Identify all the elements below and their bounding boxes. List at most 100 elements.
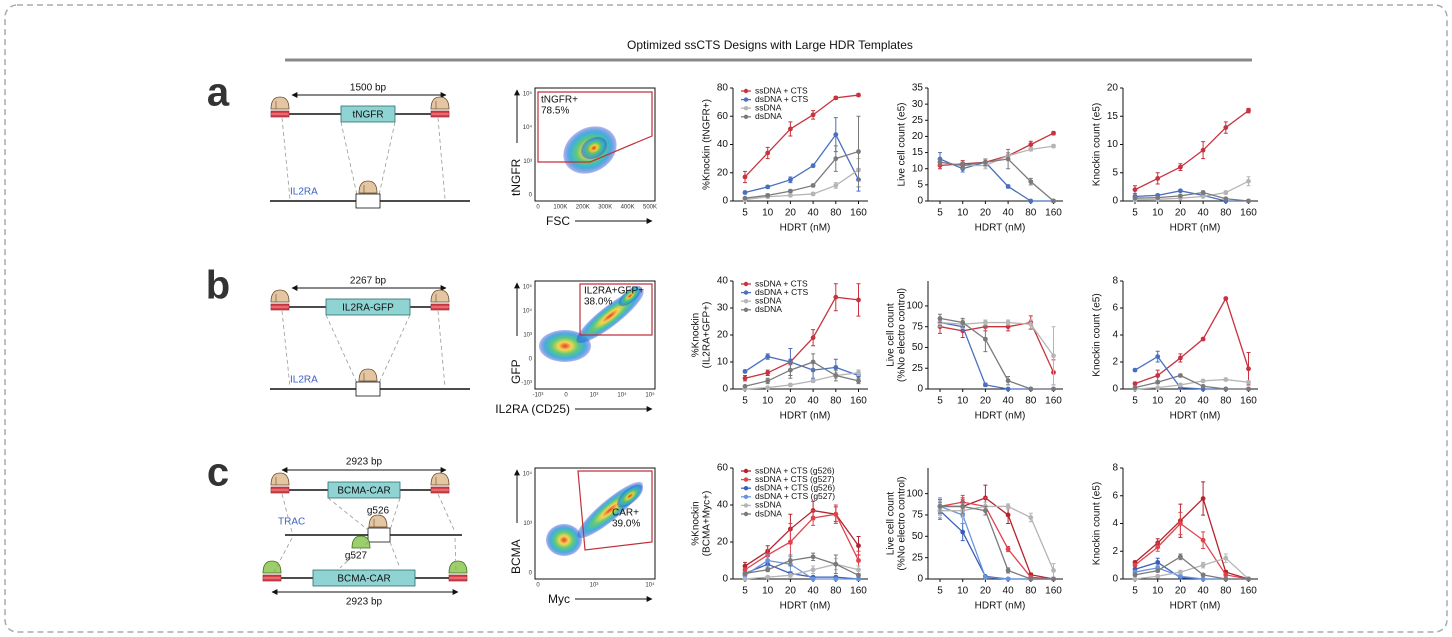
- panel-letter: c: [207, 451, 229, 495]
- data-point: [833, 561, 839, 567]
- data-point: [1178, 355, 1183, 361]
- flow-x-tick: 10⁵: [645, 392, 655, 399]
- data-point: [765, 150, 771, 156]
- data-point: [742, 567, 748, 573]
- data-point: [833, 132, 839, 138]
- flow-x-tick: 10⁴: [617, 392, 627, 399]
- y-axis-label: (%No electro control): [897, 477, 908, 571]
- gate-label: 39.0%: [612, 519, 640, 530]
- data-point: [1178, 164, 1183, 170]
- data-point: [1178, 188, 1183, 194]
- flow-y-tick: 10⁴: [523, 308, 533, 315]
- data-point: [1132, 381, 1138, 386]
- gate-label: IL2RA+GFP+: [584, 286, 644, 297]
- data-point: [742, 375, 748, 381]
- data-point: [742, 383, 748, 389]
- y-tick-label: 75: [912, 321, 924, 332]
- insert-box: [340, 105, 396, 123]
- data-point: [765, 184, 771, 190]
- flow-x-tick: 400K: [621, 205, 635, 211]
- flow-x-tick: 10⁴: [645, 582, 655, 589]
- x-tick-label: 160: [1240, 586, 1257, 597]
- data-point: [788, 188, 793, 194]
- insert-box: [325, 298, 411, 316]
- y-tick-label: 10: [1107, 139, 1119, 150]
- data-point: [1200, 562, 1206, 568]
- data-point: [1005, 504, 1011, 509]
- x-tick-label: 40: [808, 586, 820, 597]
- y-axis-label: (IL2RA+GFP+): [702, 302, 713, 369]
- legend-label: ssDNA: [755, 500, 782, 510]
- cut-site: [367, 527, 391, 543]
- series-line: [939, 158, 1054, 202]
- data-point: [1223, 296, 1229, 301]
- data-point: [810, 183, 816, 188]
- series-line: [744, 372, 859, 390]
- x-tick-label: 10: [957, 586, 969, 597]
- x-tick-label: 80: [830, 208, 842, 219]
- data-point: [1132, 572, 1138, 578]
- flow-y-tick: 10³: [523, 333, 532, 339]
- data-point: [765, 567, 771, 573]
- x-axis-label: HDRT (nM): [975, 223, 1026, 234]
- data-point: [742, 174, 748, 180]
- data-point: [1246, 366, 1251, 372]
- y-axis-label: (%No electro control): [897, 288, 908, 382]
- series-line: [939, 321, 1055, 357]
- y-tick-label: 4: [1112, 330, 1118, 341]
- x-tick-label: 80: [830, 586, 842, 597]
- x-tick-label: 20: [980, 396, 992, 407]
- legend-marker: [743, 486, 749, 491]
- data-point: [742, 195, 748, 201]
- y-tick-label: 6: [1112, 303, 1118, 314]
- cut-site: [355, 381, 381, 397]
- legend-label: ssDNA: [755, 295, 782, 305]
- x-tick-label: 10: [1152, 586, 1164, 597]
- data-point: [833, 576, 839, 582]
- flow-y-tick: 10⁴: [523, 471, 533, 478]
- projection: [437, 117, 446, 200]
- flow-y-label: tNGFR: [509, 158, 523, 196]
- y-axis-label: Live cell count (e5): [897, 103, 908, 187]
- data-point: [1200, 496, 1206, 501]
- x-tick-label: 80: [1025, 586, 1037, 597]
- y-tick-label: 100: [906, 301, 923, 312]
- x-tick-label: 10: [957, 208, 969, 219]
- data-point: [983, 159, 988, 165]
- data-point: [1178, 521, 1183, 526]
- data-point: [788, 539, 793, 545]
- data-point: [765, 385, 771, 391]
- series-line: [744, 513, 860, 571]
- cut-site: [355, 193, 381, 209]
- data-point: [1223, 377, 1229, 382]
- data-point: [983, 320, 988, 325]
- legend-label: dsDNA: [755, 304, 782, 314]
- gate-label: tNGFR+: [541, 95, 578, 106]
- series-line: [744, 169, 859, 201]
- y-tick-label: 20: [717, 167, 729, 178]
- data-point: [788, 382, 793, 388]
- series-line: [939, 501, 1054, 580]
- y-axis-label: %Knockin (tNGFR+): [702, 99, 713, 190]
- data-point: [1005, 512, 1011, 518]
- cas-icon: [358, 368, 378, 382]
- series-line: [1134, 191, 1249, 202]
- y-tick-label: 20: [717, 537, 729, 548]
- cas-icon: [270, 472, 290, 486]
- x-tick-label: 20: [1175, 586, 1187, 597]
- y-tick-label: 15: [912, 147, 924, 158]
- data-point: [1246, 576, 1251, 582]
- flow-y-tick: -10³: [521, 381, 532, 387]
- y-tick-label: 15: [1107, 111, 1119, 122]
- data-point: [856, 558, 861, 563]
- series-line: [939, 505, 1054, 580]
- cas-icon: [270, 289, 290, 303]
- gate-label: 78.5%: [541, 106, 569, 117]
- y-tick-label: 40: [717, 500, 729, 511]
- data-point: [1155, 559, 1161, 565]
- data-point: [1005, 378, 1011, 384]
- legend-marker: [743, 88, 749, 94]
- y-tick-label: 0: [917, 384, 923, 395]
- data-point: [937, 159, 943, 165]
- data-point: [1132, 367, 1138, 373]
